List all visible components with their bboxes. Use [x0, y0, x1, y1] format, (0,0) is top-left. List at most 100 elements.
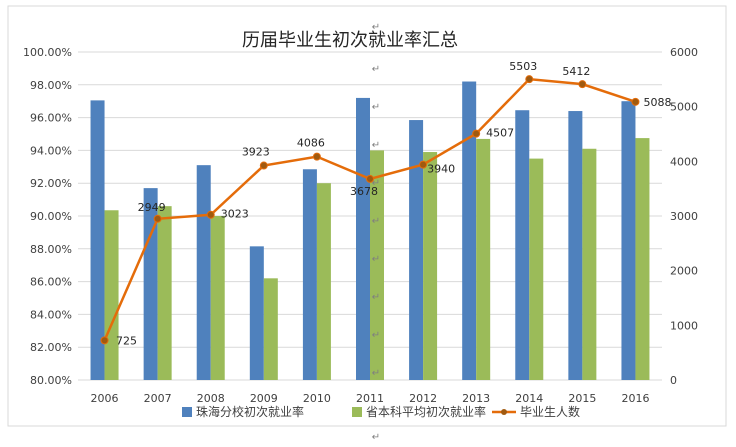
bar: [356, 97, 370, 381]
left-axis-tick-label: 80.00%: [30, 374, 72, 387]
data-label: 3023: [221, 208, 249, 221]
line-point: [259, 161, 268, 170]
bar: [196, 165, 211, 380]
paragraph-mark: ↵: [372, 292, 380, 303]
right-axis-tick-label: 2000: [670, 265, 698, 278]
left-axis-tick-label: 90.00%: [30, 210, 72, 223]
data-label: 5412: [562, 65, 590, 78]
paragraph-mark: ↵: [372, 102, 380, 113]
line-point: [525, 75, 534, 84]
left-axis-tick-label: 94.00%: [30, 144, 72, 157]
line-point: [100, 336, 109, 345]
bar: [409, 120, 424, 380]
right-axis-ticks: 0 1000 2000 3000 4000 5000 6000: [670, 46, 698, 387]
data-label: 3678: [350, 185, 378, 198]
left-axis-tick-label: 92.00%: [30, 177, 72, 190]
line-point: [206, 210, 215, 219]
line-point: [631, 97, 640, 106]
legend-label: 省本科平均初次就业率: [366, 404, 486, 419]
bar: [249, 246, 264, 380]
left-axis-tick-label: 82.00%: [30, 341, 72, 354]
x-axis-tick-label: 2010: [303, 392, 331, 405]
x-axis-ticks: 2006 2007 2008 2009 2010 2011 2012 2013 2014 2015…: [91, 392, 650, 405]
data-labels: 725 2949 3023 3923 4086 3678 3940 4507 5503 5412 5…: [116, 60, 671, 347]
chart-title: 历届毕业生初次就业率汇总: [242, 30, 458, 51]
bar: [621, 101, 636, 380]
legend: 珠海分校初次就业率 省本科平均初次就业率 毕业生人数: [182, 404, 580, 419]
bar: [210, 216, 225, 380]
paragraph-mark: ↵: [372, 330, 380, 341]
line-point: [419, 160, 428, 169]
data-label: 5088: [643, 96, 671, 109]
x-axis-tick-label: 2006: [91, 392, 119, 405]
paragraph-mark: ↵: [372, 22, 380, 33]
data-label: 725: [116, 334, 137, 347]
left-axis-ticks: 80.00% 82.00% 84.00% 86.00% 88.00% 90.00% 92.0…: [23, 46, 72, 387]
bars: [90, 81, 650, 381]
x-axis-tick-label: 2009: [250, 392, 278, 405]
bar: [423, 152, 438, 380]
data-label: 4507: [486, 127, 514, 140]
right-axis-tick-label: 5000: [670, 101, 698, 114]
paragraph-mark: ↵: [372, 368, 380, 379]
right-axis-tick-label: 1000: [670, 319, 698, 332]
bar: [316, 183, 331, 380]
line-point: [366, 174, 374, 183]
bar: [302, 169, 317, 380]
bar: [370, 150, 384, 380]
x-axis-tick-label: 2016: [621, 392, 649, 405]
line-series: [100, 75, 640, 345]
data-label: 2949: [138, 201, 166, 214]
x-axis-tick-label: 2015: [568, 392, 596, 405]
legend-label: 珠海分校初次就业率: [196, 404, 304, 419]
legend-swatch: [352, 407, 362, 417]
bar: [90, 100, 105, 380]
bar: [515, 110, 530, 380]
legend-label: 毕业生人数: [520, 404, 580, 419]
left-axis-tick-label: 86.00%: [30, 276, 72, 289]
x-axis-tick-label: 2007: [144, 392, 172, 405]
paragraph-mark: ↵: [372, 254, 380, 265]
left-axis-tick-label: 96.00%: [30, 112, 72, 125]
data-label: 4086: [297, 137, 325, 150]
bar: [104, 210, 119, 380]
data-label: 3940: [427, 163, 455, 176]
line-point: [578, 80, 587, 89]
x-axis-tick-label: 2011: [356, 392, 384, 405]
x-axis-tick-label: 2014: [515, 392, 543, 405]
paragraph-mark: ↵: [372, 64, 380, 75]
bar: [157, 206, 172, 380]
left-axis-tick-label: 98.00%: [30, 79, 72, 92]
bar: [529, 158, 544, 380]
line-point: [312, 152, 321, 161]
bar: [568, 111, 583, 380]
bar: [635, 138, 650, 380]
paragraph-mark: ↵: [372, 432, 380, 443]
data-label: 5503: [509, 60, 537, 73]
right-axis-tick-label: 4000: [670, 155, 698, 168]
paragraph-mark: ↵: [372, 140, 380, 151]
bar: [462, 81, 477, 381]
paragraph-mark: ↵: [372, 178, 380, 189]
legend-swatch-marker: [501, 409, 507, 415]
left-axis-tick-label: 100.00%: [23, 46, 72, 59]
data-label: 3923: [242, 146, 270, 159]
legend-swatch: [182, 407, 192, 417]
left-axis-tick-label: 88.00%: [30, 243, 72, 256]
paragraph-mark: ↵: [372, 216, 380, 227]
paragraph-marks: ↵ ↵ ↵ ↵ ↵ ↵ ↵ ↵ ↵ ↵ ↵: [372, 22, 380, 443]
x-axis-tick-label: 2013: [462, 392, 490, 405]
right-axis-tick-label: 6000: [670, 46, 698, 59]
left-axis-tick-label: 84.00%: [30, 308, 72, 321]
line-point: [472, 129, 481, 138]
x-axis-tick-label: 2008: [197, 392, 225, 405]
x-axis-tick-label: 2012: [409, 392, 437, 405]
bar: [582, 148, 597, 380]
bar: [263, 278, 278, 380]
line-point: [153, 214, 162, 223]
right-axis-tick-label: 0: [670, 374, 677, 387]
bar: [476, 138, 491, 380]
right-axis-tick-label: 3000: [670, 210, 698, 223]
bar: [143, 188, 158, 380]
